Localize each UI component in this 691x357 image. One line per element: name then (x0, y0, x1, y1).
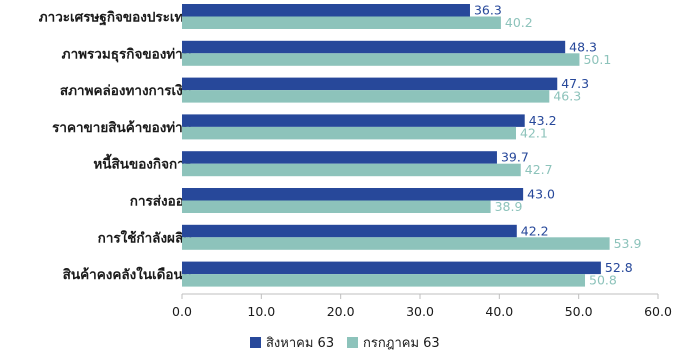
data-label: 43.0 (527, 187, 555, 202)
bar-july-63 (182, 163, 521, 177)
bar-july-63 (182, 16, 501, 29)
value-labels: 36.340.2 48.350.1 47.346.3 43.242.1 39.742.7… (474, 3, 642, 288)
category-label: ภาวะเศรษฐกิจของประเทศ (39, 10, 193, 27)
data-label: 48.3 (569, 39, 597, 54)
data-label: 39.7 (501, 150, 529, 165)
bar-august-63 (182, 261, 601, 275)
data-label: 42.7 (525, 162, 553, 177)
bar-august-63 (182, 114, 525, 127)
x-tick-label: 20.0 (327, 304, 355, 319)
data-label: 38.9 (495, 199, 523, 214)
x-tick-label: 50.0 (565, 304, 593, 319)
data-label: 53.9 (614, 236, 642, 251)
bar-july-63 (182, 53, 580, 66)
category-label: การส่งออก (130, 194, 192, 210)
bar-august-63 (182, 188, 524, 201)
x-tick-label: 40.0 (485, 304, 513, 319)
category-labels: ภาวะเศรษฐกิจของประเทศภาพรวมธุรกิจของท่าน… (39, 10, 193, 284)
bars (182, 4, 610, 287)
data-label: 47.3 (561, 76, 589, 91)
legend: สิงหาคม 63 กรกฎาคม 63 (250, 336, 440, 351)
data-label: 42.1 (520, 125, 548, 140)
x-tick-label: 10.0 (247, 304, 275, 319)
legend-label: กรกฎาคม 63 (363, 336, 440, 351)
bar-july-63 (182, 237, 610, 250)
data-label: 42.2 (521, 223, 549, 238)
x-tick-label: 0.0 (172, 304, 192, 319)
bar-july-63 (182, 200, 491, 213)
category-label: การใช้กำลังผลิต (98, 229, 193, 246)
category-label: ภาพรวมธุรกิจของท่าน (62, 46, 193, 62)
category-label: สินค้าคงคลังในเดือนนี้ (63, 264, 193, 283)
data-label: 50.1 (583, 52, 611, 67)
legend-label: สิงหาคม 63 (266, 336, 334, 351)
x-axis: 0.0 10.0 20.0 30.0 40.0 50.0 60.0 (172, 293, 672, 319)
category-label: หนี้สินของกิจการ (93, 154, 192, 173)
data-label: 50.8 (589, 273, 617, 288)
x-tick-label: 60.0 (644, 304, 672, 319)
bar-july-63 (182, 90, 550, 103)
bar-august-63 (182, 224, 517, 238)
x-tick-label: 30.0 (406, 304, 434, 319)
bar-august-63 (182, 4, 470, 17)
data-label: 40.2 (505, 15, 533, 30)
data-label: 52.8 (605, 260, 633, 275)
data-label: 36.3 (474, 3, 502, 18)
legend-swatch (347, 337, 358, 348)
category-label: ราคาขายสินค้าของท่าน (52, 120, 193, 136)
data-label: 43.2 (529, 113, 557, 128)
legend-swatch (250, 337, 261, 348)
bar-august-63 (182, 40, 566, 54)
bar-august-63 (182, 77, 558, 91)
data-label: 46.3 (553, 89, 581, 104)
bar-july-63 (182, 126, 516, 140)
bar-july-63 (182, 274, 586, 287)
category-label: สภาพคล่องทางการเงิน (60, 83, 193, 99)
bar-august-63 (182, 151, 497, 164)
